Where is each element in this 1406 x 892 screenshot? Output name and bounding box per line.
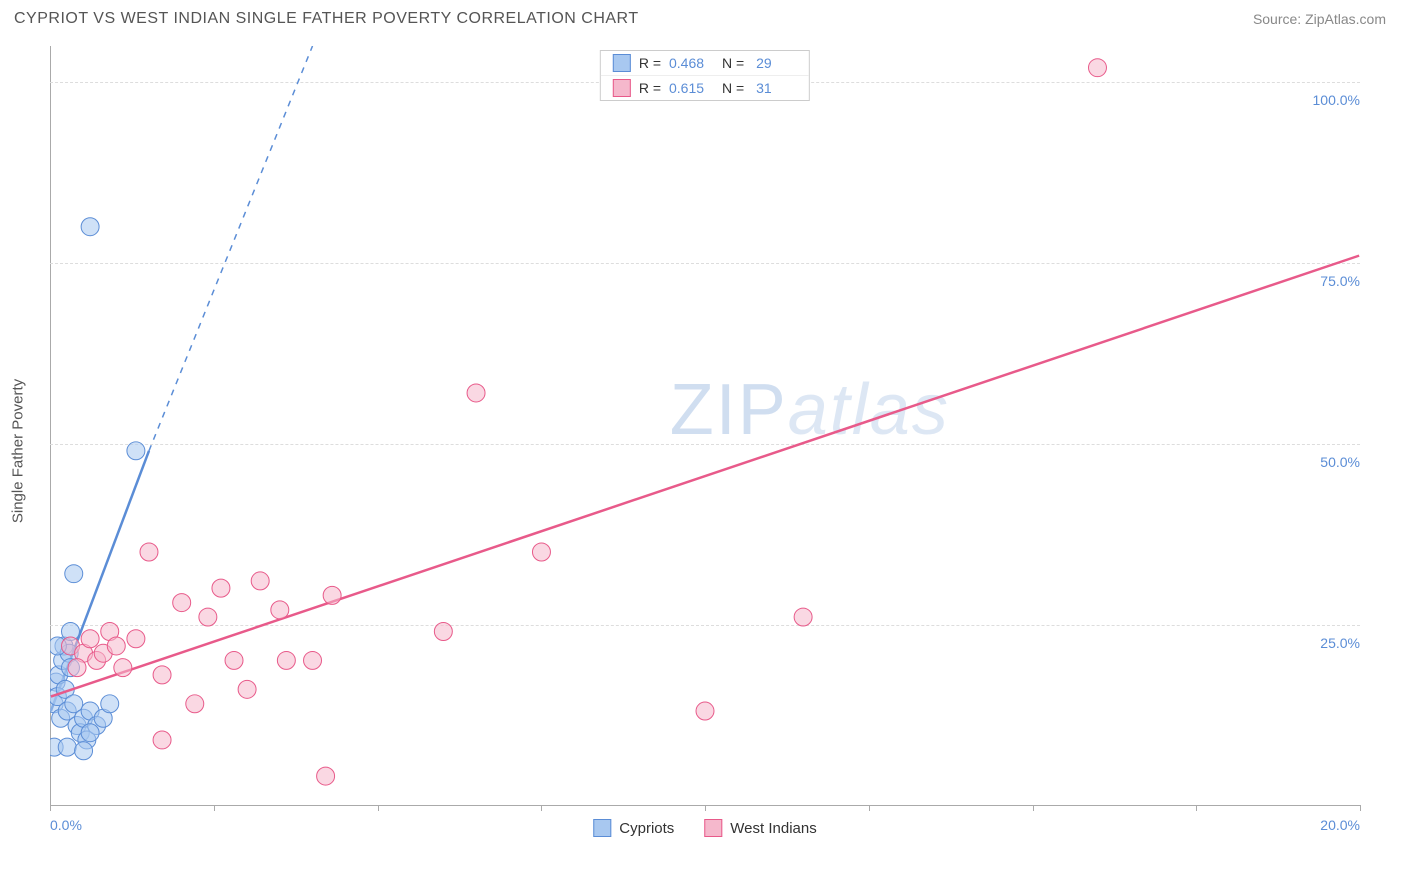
legend-item: West Indians: [704, 819, 816, 837]
x-tick: [541, 805, 542, 811]
chart-title: CYPRIOT VS WEST INDIAN SINGLE FATHER POV…: [14, 10, 639, 28]
stat-r-value: 0.468: [669, 55, 714, 71]
legend-item-label: Cypriots: [619, 820, 674, 837]
data-point: [58, 738, 76, 756]
x-tick-label: 20.0%: [1320, 817, 1360, 833]
x-tick: [50, 805, 51, 811]
data-point: [81, 218, 99, 236]
legend-item-label: West Indians: [730, 820, 816, 837]
stat-n-label: N =: [722, 80, 744, 96]
data-point: [127, 442, 145, 460]
x-tick-label: 0.0%: [50, 817, 82, 833]
data-point: [65, 565, 83, 583]
data-point: [75, 742, 93, 760]
trend-line: [51, 256, 1359, 697]
stat-r-label: R =: [639, 80, 661, 96]
data-point: [81, 724, 99, 742]
source-label: Source: ZipAtlas.com: [1253, 11, 1386, 27]
data-point: [467, 384, 485, 402]
data-point: [114, 659, 132, 677]
data-point: [153, 666, 171, 684]
legend-item: Cypriots: [593, 819, 674, 837]
data-point: [1088, 59, 1106, 77]
data-point: [271, 601, 289, 619]
data-point: [153, 731, 171, 749]
chart-container: Single Father Poverty ZIPatlas R =0.468N…: [0, 36, 1406, 866]
data-point: [225, 651, 243, 669]
data-point: [107, 637, 125, 655]
data-point: [696, 702, 714, 720]
data-point: [794, 608, 812, 626]
data-point: [199, 608, 217, 626]
data-point: [251, 572, 269, 590]
legend-swatch-icon: [704, 819, 722, 837]
stat-n-value: 31: [752, 80, 797, 96]
x-tick: [1196, 805, 1197, 811]
legend-bottom: Cypriots West Indians: [593, 819, 816, 837]
trend-line-dashed: [149, 46, 313, 451]
data-point: [212, 579, 230, 597]
data-point: [101, 695, 119, 713]
data-point: [532, 543, 550, 561]
plot-area: ZIPatlas R =0.468N = 29R =0.615N = 31 Cy…: [50, 46, 1360, 806]
data-point: [323, 586, 341, 604]
data-point: [277, 651, 295, 669]
x-tick: [869, 805, 870, 811]
x-tick: [1033, 805, 1034, 811]
stat-n-value: 29: [752, 55, 797, 71]
legend-stats-row: R = 0.468 N = 29: [601, 51, 809, 76]
y-axis-label: Single Father Poverty: [10, 379, 27, 523]
stat-n-label: N =: [722, 55, 744, 71]
legend-swatch-icon: [593, 819, 611, 837]
data-point: [140, 543, 158, 561]
stat-r-label: R =: [639, 55, 661, 71]
scatter-svg: [50, 46, 1360, 805]
data-point: [68, 659, 86, 677]
data-point: [434, 623, 452, 641]
x-tick: [214, 805, 215, 811]
data-point: [317, 767, 335, 785]
x-tick: [705, 805, 706, 811]
legend-stats: R = 0.468 N = 29 R = 0.615 N = 31: [600, 50, 810, 101]
legend-swatch-icon: [613, 54, 631, 72]
legend-stats-row: R = 0.615 N = 31: [601, 76, 809, 100]
x-tick: [1360, 805, 1361, 811]
data-point: [186, 695, 204, 713]
data-point: [238, 680, 256, 698]
stat-r-value: 0.615: [669, 80, 714, 96]
data-point: [81, 630, 99, 648]
legend-swatch-icon: [613, 79, 631, 97]
data-point: [304, 651, 322, 669]
chart-header: CYPRIOT VS WEST INDIAN SINGLE FATHER POV…: [0, 0, 1406, 36]
data-point: [173, 594, 191, 612]
data-point: [127, 630, 145, 648]
x-tick: [378, 805, 379, 811]
